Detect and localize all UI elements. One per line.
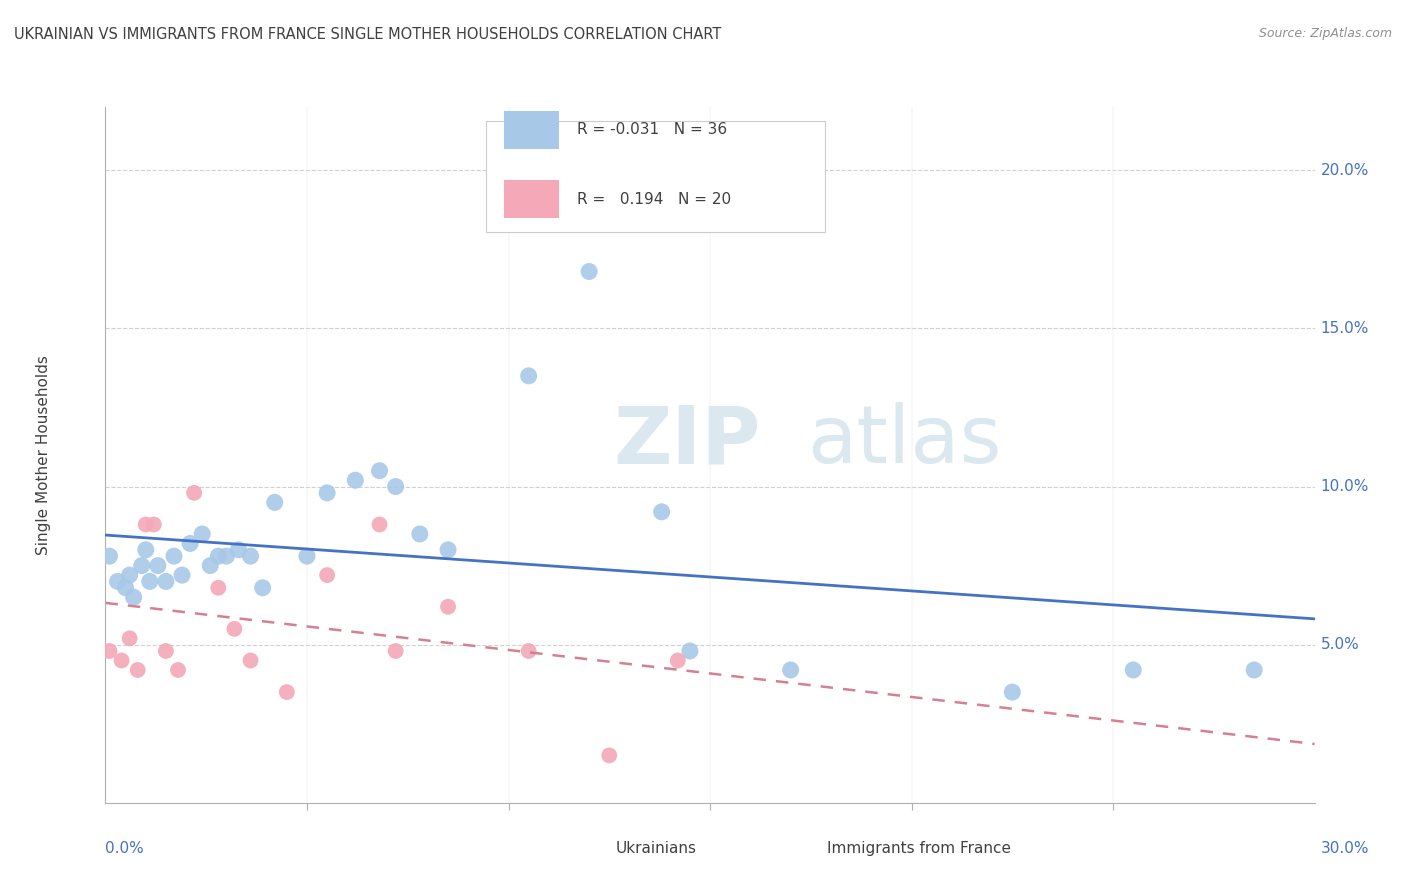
Point bbox=[155, 644, 177, 658]
Text: Single Mother Households: Single Mother Households bbox=[37, 355, 51, 555]
Point bbox=[183, 486, 205, 500]
Point bbox=[578, 264, 600, 278]
Point bbox=[779, 663, 801, 677]
Text: 0.0%: 0.0% bbox=[105, 841, 145, 856]
Point bbox=[228, 542, 250, 557]
Point bbox=[215, 549, 238, 563]
Point bbox=[239, 653, 262, 667]
Point bbox=[344, 473, 367, 487]
Point bbox=[107, 574, 129, 589]
Point bbox=[167, 663, 190, 677]
Point bbox=[142, 517, 165, 532]
Point bbox=[207, 549, 229, 563]
Point bbox=[384, 644, 406, 658]
Point bbox=[517, 644, 540, 658]
Text: 5.0%: 5.0% bbox=[1320, 637, 1360, 652]
Point bbox=[146, 558, 169, 573]
Text: atlas: atlas bbox=[807, 402, 1001, 480]
Point bbox=[98, 549, 121, 563]
Point bbox=[118, 568, 141, 582]
Point bbox=[135, 517, 157, 532]
Point bbox=[409, 527, 432, 541]
Point bbox=[239, 549, 262, 563]
Bar bbox=[505, 111, 558, 149]
Point bbox=[135, 542, 157, 557]
Point bbox=[679, 644, 702, 658]
Point bbox=[163, 549, 186, 563]
Point bbox=[651, 505, 673, 519]
Text: Ukrainians: Ukrainians bbox=[616, 840, 697, 855]
Point bbox=[598, 748, 620, 763]
Point bbox=[316, 486, 339, 500]
Text: R =   0.194   N = 20: R = 0.194 N = 20 bbox=[576, 192, 731, 207]
Point bbox=[368, 464, 391, 478]
Point bbox=[252, 581, 274, 595]
Bar bbox=[505, 180, 558, 219]
Point bbox=[170, 568, 193, 582]
Point bbox=[1243, 663, 1265, 677]
Point bbox=[191, 527, 214, 541]
Point bbox=[127, 663, 149, 677]
Text: 30.0%: 30.0% bbox=[1320, 841, 1369, 856]
Bar bbox=[776, 834, 813, 862]
Text: 10.0%: 10.0% bbox=[1320, 479, 1369, 494]
Point bbox=[224, 622, 246, 636]
Text: Source: ZipAtlas.com: Source: ZipAtlas.com bbox=[1258, 27, 1392, 40]
Point bbox=[131, 558, 153, 573]
Text: UKRAINIAN VS IMMIGRANTS FROM FRANCE SINGLE MOTHER HOUSEHOLDS CORRELATION CHART: UKRAINIAN VS IMMIGRANTS FROM FRANCE SING… bbox=[14, 27, 721, 42]
Point bbox=[122, 591, 145, 605]
Point bbox=[1001, 685, 1024, 699]
Point bbox=[155, 574, 177, 589]
Point bbox=[437, 599, 460, 614]
Text: 20.0%: 20.0% bbox=[1320, 163, 1369, 178]
Point bbox=[384, 479, 406, 493]
Point bbox=[276, 685, 298, 699]
Point bbox=[517, 368, 540, 383]
Point bbox=[114, 581, 136, 595]
Point bbox=[118, 632, 141, 646]
Point bbox=[1122, 663, 1144, 677]
Point bbox=[263, 495, 285, 509]
Point bbox=[666, 653, 689, 667]
Text: R = -0.031   N = 36: R = -0.031 N = 36 bbox=[576, 122, 727, 137]
Point bbox=[179, 536, 201, 550]
Text: 15.0%: 15.0% bbox=[1320, 321, 1369, 336]
Point bbox=[368, 517, 391, 532]
Point bbox=[295, 549, 318, 563]
FancyBboxPatch shape bbox=[486, 121, 825, 232]
Text: ZIP: ZIP bbox=[613, 402, 761, 480]
Point bbox=[316, 568, 339, 582]
Point bbox=[207, 581, 229, 595]
Point bbox=[98, 644, 121, 658]
Bar bbox=[565, 834, 602, 862]
Point bbox=[110, 653, 132, 667]
Point bbox=[139, 574, 162, 589]
Text: Immigrants from France: Immigrants from France bbox=[827, 840, 1011, 855]
Point bbox=[437, 542, 460, 557]
Point bbox=[200, 558, 222, 573]
